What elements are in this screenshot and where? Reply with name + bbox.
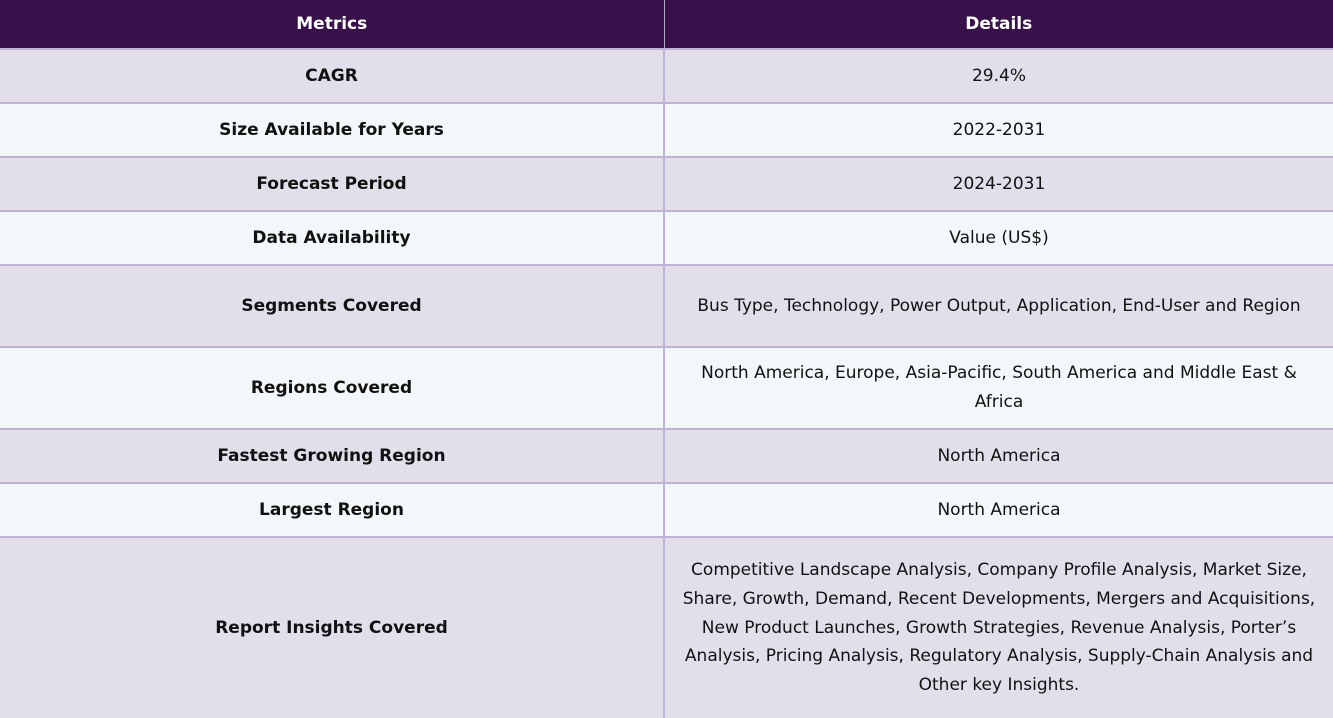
detail-cell: 29.4% (663, 48, 1333, 104)
table-row: Fastest Growing Region North America (0, 428, 1333, 484)
table-row: Regions Covered North America, Europe, A… (0, 346, 1333, 430)
metric-cell: Forecast Period (0, 156, 665, 212)
detail-cell: Bus Type, Technology, Power Output, Appl… (663, 264, 1333, 348)
metric-cell: Regions Covered (0, 346, 665, 430)
detail-cell: Competitive Landscape Analysis, Company … (663, 536, 1333, 718)
detail-cell: Value (US$) (663, 210, 1333, 266)
metrics-column-header: Metrics (0, 0, 665, 50)
metric-cell: Data Availability (0, 210, 665, 266)
table-header-row: Metrics Details (0, 0, 1333, 50)
table-row: Size Available for Years 2022-2031 (0, 102, 1333, 158)
table-row: Data Availability Value (US$) (0, 210, 1333, 266)
metric-cell: Segments Covered (0, 264, 665, 348)
table-row: Segments Covered Bus Type, Technology, P… (0, 264, 1333, 348)
table-row: Largest Region North America (0, 482, 1333, 538)
detail-cell: 2022-2031 (663, 102, 1333, 158)
detail-cell: North America (663, 428, 1333, 484)
detail-cell: 2024-2031 (663, 156, 1333, 212)
detail-cell: North America, Europe, Asia-Pacific, Sou… (663, 346, 1333, 430)
table-row: Report Insights Covered Competitive Land… (0, 536, 1333, 718)
detail-cell: North America (663, 482, 1333, 538)
details-column-header: Details (663, 0, 1333, 50)
metric-cell: Fastest Growing Region (0, 428, 665, 484)
table-row: CAGR 29.4% (0, 48, 1333, 104)
metric-cell: Size Available for Years (0, 102, 665, 158)
metric-cell: Largest Region (0, 482, 665, 538)
metric-cell: CAGR (0, 48, 665, 104)
metric-cell: Report Insights Covered (0, 536, 665, 718)
table-row: Forecast Period 2024-2031 (0, 156, 1333, 212)
